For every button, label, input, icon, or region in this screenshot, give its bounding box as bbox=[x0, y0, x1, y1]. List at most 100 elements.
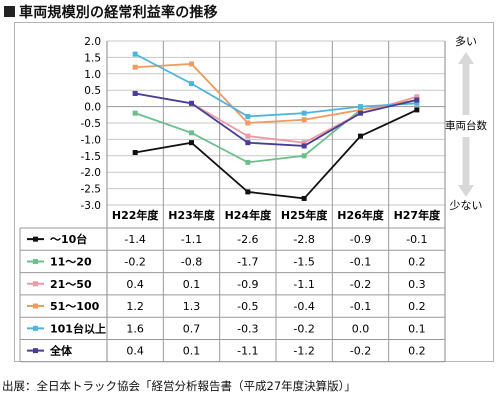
table-cell-value: 0.2 bbox=[408, 345, 426, 358]
fewer-label: 少ない bbox=[450, 199, 483, 212]
arrow-down-icon bbox=[458, 137, 474, 197]
table-cell-value: 0.3 bbox=[408, 278, 426, 291]
legend-swatch-marker bbox=[33, 325, 38, 331]
table-cell-value: 1.3 bbox=[183, 300, 201, 313]
table-cell-value: -0.1 bbox=[350, 255, 371, 268]
table-cell-value: -1.4 bbox=[124, 233, 145, 246]
table-cell-value: -1.1 bbox=[293, 278, 314, 291]
data-point bbox=[132, 64, 138, 70]
table-cell-value: -2.8 bbox=[293, 233, 314, 246]
data-point bbox=[245, 113, 251, 119]
series-line bbox=[135, 92, 418, 147]
data-point bbox=[301, 153, 307, 159]
chart-title: 車両規模別の経常利益率の推移 bbox=[4, 2, 218, 22]
more-label: 多い bbox=[455, 34, 477, 48]
table-cell-value: -0.1 bbox=[350, 300, 371, 313]
table-cell-value: -0.2 bbox=[124, 255, 145, 268]
chart-title-text: 車両規模別の経常利益率の推移 bbox=[19, 5, 218, 21]
data-point bbox=[189, 61, 194, 67]
data-point bbox=[245, 159, 251, 165]
table-cell-value: 0.0 bbox=[352, 322, 370, 335]
x-category-label: H26年度 bbox=[337, 208, 385, 222]
data-point bbox=[358, 104, 363, 110]
table-cell-value: 1.2 bbox=[126, 300, 144, 313]
table-cell-value: -0.9 bbox=[350, 233, 371, 246]
legend-swatch-marker bbox=[33, 281, 38, 287]
data-point bbox=[414, 94, 420, 100]
data-point bbox=[132, 51, 138, 57]
data-point bbox=[358, 107, 363, 113]
data-point bbox=[245, 189, 251, 195]
series-line bbox=[135, 109, 418, 200]
legend-series-name: 全体 bbox=[49, 344, 73, 358]
x-category-label: H27年度 bbox=[394, 208, 442, 222]
table-cell-value: -0.2 bbox=[350, 278, 371, 291]
y-tick-label: 2.0 bbox=[84, 36, 101, 48]
data-table: 〜10台 -1.4 -1.1 -2.6 -2.8 -0.9 -0.1 11〜20 -0.2 -0.… bbox=[19, 227, 445, 363]
table-cell-value: -1.5 bbox=[293, 255, 314, 268]
y-tick-label: 0.5 bbox=[84, 85, 101, 97]
data-point bbox=[414, 97, 420, 103]
table-cell-value: -0.9 bbox=[237, 278, 258, 291]
table-cell-value: -1.7 bbox=[237, 255, 258, 268]
legend-series-name: 11〜20 bbox=[50, 255, 92, 268]
data-point bbox=[245, 140, 251, 146]
data-point bbox=[301, 117, 307, 123]
source-note: 出展：全日本トラック協会「経営分析報告書（平成27年度決算版）」 bbox=[2, 379, 356, 393]
legend-swatch-marker bbox=[33, 348, 38, 354]
legend-series-name: 101台以上 bbox=[50, 321, 106, 335]
data-point bbox=[189, 81, 194, 87]
table-cell-value: -1.2 bbox=[293, 345, 314, 358]
legend-series-name: 51〜100 bbox=[50, 300, 100, 313]
y-tick-label: -1.5 bbox=[81, 151, 102, 163]
series-line bbox=[135, 63, 417, 124]
y-tick-label: -2.5 bbox=[81, 184, 102, 196]
data-point bbox=[132, 150, 138, 156]
y-tick-label: 1.0 bbox=[84, 69, 101, 81]
table-cell-value: 0.2 bbox=[408, 300, 426, 313]
legend-swatch-marker bbox=[33, 303, 38, 309]
table-cell-value: -0.3 bbox=[237, 322, 258, 335]
y-axis: 2.0 1.5 1.0 0.5 0.0 -0.5 -1.0 -1.5 -2.0 -2.5 -3.0 H… bbox=[81, 36, 442, 222]
table-cell-value: -0.4 bbox=[293, 300, 314, 313]
data-point bbox=[301, 140, 307, 146]
data-point bbox=[189, 130, 194, 136]
arrow-up-icon bbox=[458, 52, 474, 115]
x-category-label: H22年度 bbox=[112, 208, 160, 222]
y-tick-label: -1.0 bbox=[81, 134, 102, 146]
legend-swatch-marker bbox=[33, 236, 38, 242]
table-cell-value: 1.6 bbox=[126, 322, 144, 335]
data-point bbox=[189, 140, 194, 146]
series-line bbox=[134, 53, 417, 118]
data-point bbox=[132, 110, 138, 116]
table-cell-value: -0.2 bbox=[293, 322, 314, 335]
x-category-label: H23年度 bbox=[168, 208, 216, 222]
data-point bbox=[414, 107, 420, 113]
table-cell-value: 0.4 bbox=[126, 345, 144, 358]
data-point bbox=[189, 100, 194, 106]
data-point bbox=[132, 90, 138, 96]
table-cell-value: 0.7 bbox=[183, 322, 201, 335]
table-cell-value: -2.6 bbox=[237, 233, 258, 246]
legend-series-name: 21〜50 bbox=[50, 278, 92, 291]
x-category-label: H25年度 bbox=[281, 208, 329, 222]
data-point bbox=[245, 133, 251, 139]
table-cell-value: -0.5 bbox=[237, 300, 258, 313]
x-category-label: H24年度 bbox=[225, 208, 273, 222]
table-cell-value: -1.1 bbox=[181, 233, 202, 246]
y-tick-label: -0.5 bbox=[81, 118, 102, 130]
legend-series-name: 〜10台 bbox=[50, 232, 87, 246]
data-point bbox=[301, 143, 307, 149]
y-tick-label: -2.0 bbox=[81, 167, 102, 179]
table-cell-value: 0.1 bbox=[183, 345, 201, 358]
table-cell-value: 0.4 bbox=[126, 278, 144, 291]
data-point bbox=[301, 195, 307, 201]
data-point bbox=[245, 120, 251, 126]
series-lines bbox=[132, 51, 420, 201]
legend-swatch-marker bbox=[33, 258, 38, 264]
data-point bbox=[358, 110, 363, 116]
y-tick-label: 0.0 bbox=[84, 102, 101, 114]
table-cell-value: -0.8 bbox=[181, 255, 202, 268]
